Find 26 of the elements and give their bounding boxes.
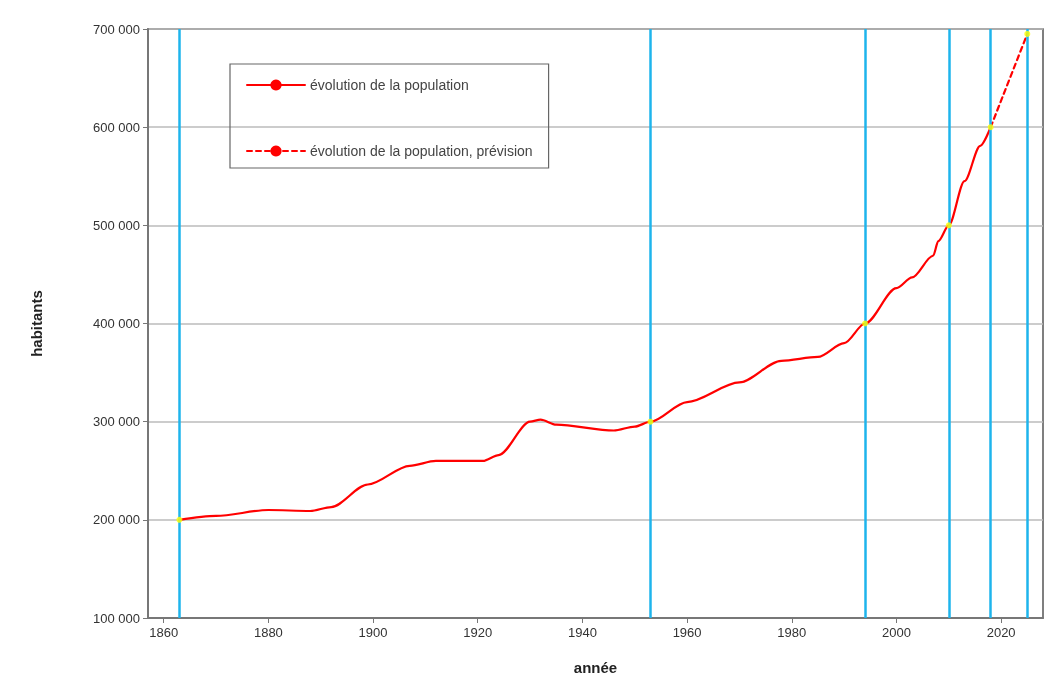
point [176, 516, 183, 523]
x-tick-label: 1900 [358, 625, 388, 640]
x-tick-label: 1980 [777, 625, 807, 640]
y-tick-label: 700 000 [93, 21, 140, 37]
x-tick-label: 1940 [567, 625, 597, 640]
point [862, 320, 869, 327]
y-tick-label: 600 000 [93, 119, 140, 135]
legend-label: évolution de la population [310, 77, 469, 93]
x-tick-label: 1920 [463, 625, 493, 640]
legend-label: évolution de la population, prévision [310, 143, 533, 159]
y-tick-label: 100 000 [93, 610, 140, 626]
x-tick-label: 1960 [672, 625, 702, 640]
y-axis-title: habitants [28, 290, 45, 357]
point [1024, 30, 1031, 37]
y-tick-label: 200 000 [93, 512, 140, 528]
y-tick-label: 300 000 [93, 414, 140, 430]
point [647, 418, 654, 425]
point [987, 124, 994, 131]
y-tick-label: 500 000 [93, 217, 140, 233]
x-axis-title: année [573, 659, 618, 676]
x-tick-label: 2020 [986, 625, 1016, 640]
x-tick-label: 1880 [253, 625, 283, 640]
x-tick-label: 2000 [881, 625, 911, 640]
y-tick-label: 400 000 [93, 316, 140, 331]
x-tick-label: 1860 [149, 625, 179, 640]
point [945, 222, 952, 229]
